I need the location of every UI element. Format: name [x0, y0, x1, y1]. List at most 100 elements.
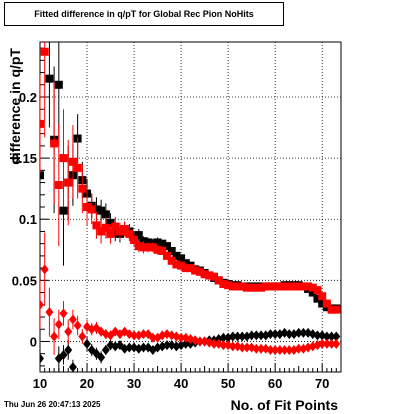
data-point [228, 341, 237, 352]
x-axis-title: No. of Fit Points [231, 397, 339, 413]
data-point [50, 331, 59, 342]
data-point [64, 345, 73, 355]
series-2 [40, 327, 341, 372]
data-point [257, 283, 266, 292]
data-point [172, 251, 181, 260]
data-point [130, 330, 139, 341]
data-point [162, 242, 171, 251]
data-point [139, 243, 148, 252]
data-point [40, 299, 44, 310]
data-point [313, 294, 322, 303]
data-point [167, 256, 176, 265]
data-point [219, 332, 228, 343]
data-point [92, 205, 101, 214]
series-3 [40, 232, 341, 355]
data-point [162, 251, 171, 260]
data-point [134, 231, 143, 240]
x-tick-label: 10 [33, 376, 47, 391]
x-tick-label: 50 [221, 376, 235, 391]
data-point [45, 307, 54, 318]
data-point [195, 267, 204, 276]
data-point [285, 345, 294, 355]
data-point [64, 326, 73, 337]
data-point [327, 305, 336, 314]
y-tick-label: 0.15 [12, 151, 37, 166]
data-point [59, 206, 68, 215]
data-point [153, 238, 162, 247]
data-point [224, 281, 233, 290]
data-point [181, 259, 190, 268]
data-point [40, 264, 49, 275]
data-point [332, 331, 341, 342]
data-point [275, 282, 284, 291]
data-point [172, 260, 181, 269]
data-point [214, 276, 223, 285]
data-point [59, 349, 68, 360]
data-point [318, 338, 327, 349]
data-point [242, 283, 251, 292]
data-point [83, 203, 92, 211]
data-point [266, 345, 275, 355]
data-point [210, 338, 219, 349]
data-point [318, 292, 327, 301]
data-point [54, 80, 63, 89]
data-point [101, 210, 110, 219]
data-point [332, 305, 341, 314]
data-point [308, 288, 317, 297]
data-point [271, 329, 280, 340]
y-tick-label: 0.2 [19, 90, 37, 105]
data-point [106, 229, 115, 238]
data-point [327, 338, 336, 349]
data-point [313, 286, 322, 295]
y-axis-title: difference in q/pT [7, 48, 23, 165]
timestamp: Thu Jun 26 20:47:13 2025 [4, 400, 101, 409]
data-point [257, 343, 266, 354]
data-point [238, 342, 247, 353]
data-point [294, 343, 303, 354]
data-point [45, 74, 54, 83]
data-point [87, 205, 96, 214]
data-point [54, 181, 63, 189]
data-point [177, 261, 186, 270]
data-point [318, 299, 327, 308]
data-point [54, 319, 63, 330]
data-point [68, 314, 77, 325]
data-point [322, 338, 331, 349]
data-point [299, 327, 308, 338]
data-point [294, 282, 303, 291]
data-point [101, 345, 110, 355]
data-point [238, 331, 247, 342]
data-point [266, 329, 275, 340]
data-point [83, 338, 92, 349]
data-point [97, 206, 106, 215]
data-point [280, 345, 289, 355]
data-point [200, 270, 209, 279]
data-point [191, 266, 200, 275]
data-point [134, 242, 143, 251]
x-tick-label: 30 [127, 376, 141, 391]
data-point [148, 332, 157, 343]
data-point [97, 227, 106, 236]
data-point [210, 272, 219, 281]
axis-ticks: 10 20 30 40 50 60 70 0 0.05 0.1 0.15 0.2 [12, 47, 342, 391]
data-point [275, 345, 284, 355]
data-point [247, 330, 256, 341]
data-point [322, 299, 331, 308]
data-point [115, 227, 124, 236]
data-point [308, 283, 317, 292]
data-point [106, 218, 115, 227]
x-tick-label: 40 [174, 376, 188, 391]
data-point [68, 362, 77, 372]
data-point [186, 264, 195, 273]
data-point [139, 342, 148, 353]
data-point [101, 223, 110, 232]
data-point [285, 282, 294, 291]
data-point [252, 343, 261, 354]
data-point [195, 336, 204, 347]
y-tick-label: 0.1 [19, 212, 37, 227]
data-point [153, 245, 162, 254]
chart-title: Fitted difference in q/pT for Global Rec… [4, 2, 284, 26]
data-point [158, 247, 167, 255]
data-point [177, 254, 186, 263]
